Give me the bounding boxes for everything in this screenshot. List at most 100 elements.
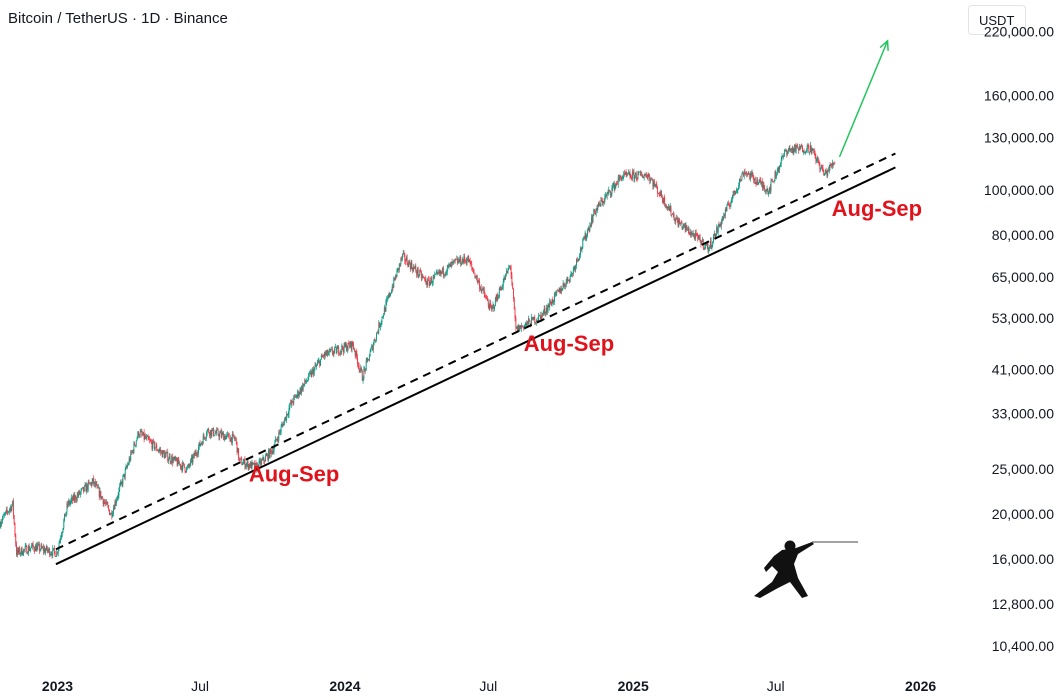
x-axis[interactable]: 2023 Jul 2024 Jul 2025 Jul 2026 bbox=[42, 678, 936, 694]
candle-body bbox=[363, 369, 365, 380]
candle-body bbox=[554, 292, 556, 294]
candle-body bbox=[94, 481, 95, 484]
candle-body bbox=[555, 292, 557, 294]
candle-body bbox=[383, 315, 384, 317]
candle-body bbox=[399, 263, 401, 265]
candle-body bbox=[463, 256, 465, 262]
candle-body bbox=[809, 145, 811, 152]
candle-body bbox=[60, 535, 62, 539]
candle-body bbox=[821, 165, 823, 168]
candle-body bbox=[275, 438, 277, 443]
candle-body bbox=[658, 192, 660, 195]
candle-body bbox=[768, 191, 770, 194]
candle-body bbox=[103, 501, 105, 505]
y-axis[interactable]: 220,000.00 160,000.00 130,000.00 100,000.00… bbox=[984, 24, 1054, 654]
candle-body bbox=[375, 339, 377, 341]
candle-body bbox=[420, 270, 421, 272]
candle-body bbox=[53, 547, 55, 552]
candle-body bbox=[637, 172, 639, 179]
candle-body bbox=[102, 498, 104, 505]
candle-body bbox=[46, 546, 47, 551]
candle-body bbox=[80, 489, 82, 493]
candle-body bbox=[46, 546, 48, 551]
candle-body bbox=[466, 260, 468, 264]
candle-body bbox=[146, 436, 147, 439]
candle-body bbox=[528, 318, 530, 322]
candle-body bbox=[357, 357, 358, 365]
candle-body bbox=[15, 535, 17, 545]
candle-body bbox=[694, 232, 696, 240]
candle-body bbox=[702, 239, 703, 242]
candle-body bbox=[53, 547, 55, 549]
candle-body bbox=[139, 431, 141, 436]
candle-body bbox=[524, 325, 526, 326]
candle-body bbox=[182, 462, 184, 471]
candle-body bbox=[57, 551, 58, 553]
candle-body bbox=[442, 267, 444, 273]
candle-body bbox=[326, 350, 328, 354]
candle-body bbox=[752, 173, 754, 176]
candle-body bbox=[490, 302, 492, 306]
candle-body bbox=[165, 452, 167, 455]
candle-body bbox=[6, 509, 8, 512]
candle-body bbox=[661, 197, 663, 200]
candle-body bbox=[320, 359, 321, 366]
candle-body bbox=[691, 233, 693, 236]
candle-body bbox=[804, 152, 806, 153]
candle-body bbox=[400, 258, 402, 264]
candle-body bbox=[186, 467, 188, 472]
candle-body bbox=[90, 482, 92, 486]
candle-body bbox=[242, 464, 244, 466]
candle-body bbox=[160, 451, 162, 453]
candle-body bbox=[83, 487, 84, 492]
candle-body bbox=[464, 260, 466, 262]
candle-body bbox=[29, 549, 31, 551]
candle-body bbox=[147, 436, 149, 439]
candle-body bbox=[812, 149, 814, 150]
candle-body bbox=[665, 204, 666, 206]
candle-body bbox=[504, 277, 506, 280]
candle-body bbox=[331, 349, 333, 351]
candle-body bbox=[593, 209, 595, 216]
candle-body bbox=[776, 175, 777, 177]
candle-body bbox=[669, 206, 671, 211]
candle-body bbox=[583, 238, 585, 240]
candle-body bbox=[221, 433, 223, 437]
currency-button[interactable]: USDT bbox=[968, 5, 1026, 35]
candle-body bbox=[190, 459, 192, 466]
candle-body bbox=[572, 268, 574, 275]
candle-body bbox=[1, 518, 3, 522]
candle-body bbox=[628, 172, 630, 174]
candle-body bbox=[472, 267, 473, 270]
candle-body bbox=[750, 172, 751, 179]
candle-body bbox=[416, 271, 418, 275]
candle-body bbox=[95, 484, 97, 486]
candle-body bbox=[475, 277, 477, 279]
candle-body bbox=[371, 345, 373, 349]
candle-body bbox=[572, 273, 573, 275]
candle-body bbox=[553, 293, 555, 302]
candle-body bbox=[459, 256, 461, 262]
candle-body bbox=[510, 266, 512, 276]
candle-body bbox=[529, 321, 531, 326]
annotation-aug-sep: Aug-Sep bbox=[524, 331, 614, 356]
candle-body bbox=[127, 464, 129, 467]
candle-body bbox=[47, 550, 49, 552]
candle-body bbox=[458, 260, 460, 262]
candle-body bbox=[16, 544, 17, 556]
candle-body bbox=[61, 532, 63, 536]
candle-body bbox=[810, 145, 812, 154]
candle-body bbox=[712, 241, 714, 246]
candle-body bbox=[100, 491, 102, 499]
candle-body bbox=[535, 322, 536, 324]
candle-body bbox=[536, 320, 538, 322]
candle-body bbox=[34, 549, 36, 552]
candle-body bbox=[130, 451, 132, 461]
candle-body bbox=[262, 457, 264, 460]
candle-body bbox=[94, 481, 96, 486]
candle-body bbox=[626, 173, 628, 175]
candle-body bbox=[461, 264, 462, 265]
candle-body bbox=[252, 462, 254, 464]
candle-body bbox=[409, 263, 411, 269]
candle-body bbox=[564, 284, 566, 287]
